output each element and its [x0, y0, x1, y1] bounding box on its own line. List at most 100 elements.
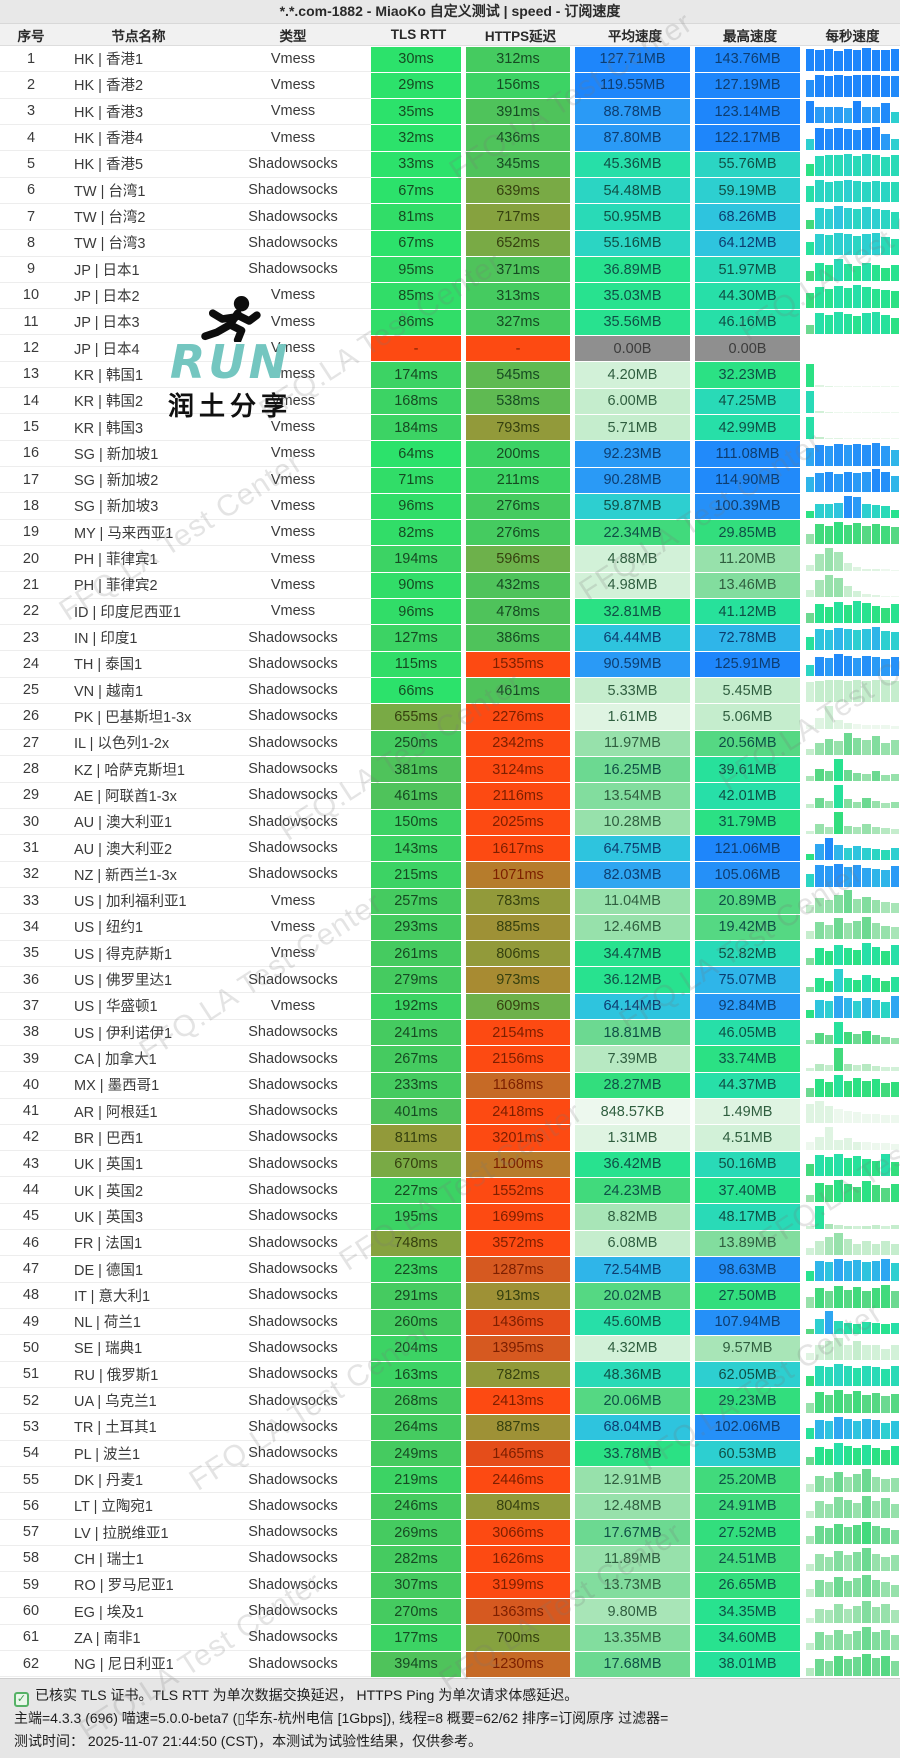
- https-latency-cell: 461ms: [466, 678, 570, 704]
- speed-bar: [815, 472, 824, 492]
- speed-bar: [843, 1138, 853, 1150]
- max-speed-cell: 125.91MB: [695, 651, 800, 677]
- node-name-cell: ID | 印度尼西亚1: [62, 599, 215, 625]
- avg-speed-cell: 45.60MB: [575, 1309, 690, 1335]
- speed-bar: [881, 1002, 890, 1019]
- table-row: 47 DE | 德国1 Shadowsocks 223ms 1287ms 72.54MB 9…: [0, 1256, 900, 1283]
- index-cell: 6: [0, 178, 62, 204]
- speed-bars-cell: [805, 652, 900, 677]
- speed-bar: [871, 74, 881, 98]
- speed-bar: [890, 182, 900, 203]
- tls-rtt-cell: 66ms: [371, 678, 461, 704]
- type-cell: Shadowsocks: [215, 1362, 371, 1388]
- tls-rtt-cell: 269ms: [371, 1520, 461, 1546]
- speed-bar: [806, 477, 815, 492]
- type-cell: Shadowsocks: [215, 1309, 371, 1336]
- speed-bar: [834, 180, 843, 203]
- avg-speed-cell: 8.82MB: [575, 1204, 690, 1230]
- speed-bar: [824, 1035, 834, 1045]
- speed-bars-cell: [805, 1125, 900, 1150]
- speed-bar: [824, 1156, 834, 1176]
- speed-bar: [824, 438, 834, 440]
- index-cell: 7: [0, 204, 62, 231]
- avg-speed-cell: 20.06MB: [575, 1388, 690, 1414]
- avg-speed-cell: 127.71MB: [575, 46, 690, 72]
- speed-bar: [853, 865, 862, 887]
- speed-bar: [824, 1395, 834, 1413]
- speed-bar: [834, 1364, 843, 1387]
- speed-bar: [834, 1523, 843, 1545]
- tls-rtt-cell: 150ms: [371, 809, 461, 835]
- max-speed-cell: 24.51MB: [695, 1546, 800, 1572]
- speed-bar: [815, 978, 824, 992]
- speed-bar: [834, 653, 843, 676]
- type-cell: Shadowsocks: [215, 1230, 371, 1257]
- speed-bar: [871, 1345, 881, 1361]
- avg-speed-cell: 36.12MB: [575, 967, 690, 993]
- speed-bar: [806, 390, 815, 413]
- index-cell: 37: [0, 993, 62, 1020]
- speed-bar: [881, 1368, 890, 1387]
- table-row: 57 LV | 拉脱维亚1 Shadowsocks 269ms 3066ms 17.67M…: [0, 1520, 900, 1546]
- speed-bar: [871, 568, 881, 571]
- speed-bar: [871, 1447, 881, 1466]
- max-speed-cell: 44.30MB: [695, 283, 800, 309]
- speed-bars-cell: [805, 546, 900, 571]
- speed-bar: [815, 263, 824, 282]
- speed-bar: [881, 1285, 890, 1308]
- avg-speed-cell: 12.46MB: [575, 914, 690, 941]
- table-row: 5 HK | 香港5 Shadowsocks 33ms 345ms 45.36MB 55.7…: [0, 151, 900, 178]
- speed-bar: [853, 522, 862, 545]
- speed-bar: [824, 445, 834, 466]
- https-latency-cell: 371ms: [466, 257, 570, 283]
- speed-bar: [824, 800, 834, 808]
- https-latency-cell: 2413ms: [466, 1388, 570, 1414]
- col-header-max-speed: 最高速度: [723, 28, 777, 44]
- speed-bar: [843, 1032, 853, 1045]
- https-latency-cell: 700ms: [466, 1625, 570, 1651]
- speed-bars-cell: [805, 99, 900, 124]
- node-name-cell: IT | 意大利1: [62, 1283, 215, 1309]
- https-latency-cell: 652ms: [466, 230, 570, 256]
- type-cell: Vmess: [215, 125, 371, 152]
- tls-rtt-cell: 64ms: [371, 441, 461, 467]
- avg-speed-cell: 7.39MB: [575, 1046, 690, 1072]
- speed-bar: [871, 1476, 881, 1492]
- table-row: 26 PK | 巴基斯坦1-3x Shadowsocks 655ms 2276ms 1.6…: [0, 704, 900, 731]
- speed-bar: [881, 525, 890, 545]
- speed-bar: [815, 1658, 824, 1676]
- speed-bar: [806, 1536, 815, 1545]
- speed-bar: [806, 1403, 815, 1413]
- speed-bar: [806, 448, 815, 466]
- type-cell: Shadowsocks: [215, 1177, 371, 1204]
- speed-bar: [815, 742, 824, 755]
- speed-bars-cell: [805, 415, 900, 440]
- speed-bar: [834, 1074, 843, 1097]
- index-cell: 20: [0, 546, 62, 573]
- https-latency-cell: 156ms: [466, 72, 570, 99]
- avg-speed-cell: 90.59MB: [575, 651, 690, 677]
- speed-bar: [806, 241, 815, 255]
- speed-bar: [843, 180, 853, 203]
- speed-bar: [853, 316, 862, 334]
- speed-bar: [806, 293, 815, 308]
- speed-bar: [834, 1337, 843, 1361]
- speed-bar: [853, 129, 862, 150]
- table-row: 61 ZA | 南非1 Shadowsocks 177ms 700ms 13.35MB 34…: [0, 1625, 900, 1652]
- https-latency-cell: 1395ms: [466, 1335, 570, 1362]
- speed-bar: [843, 1446, 853, 1466]
- type-cell: Shadowsocks: [215, 783, 371, 810]
- type-cell: Vmess: [215, 993, 371, 1020]
- speed-bar: [890, 1263, 900, 1282]
- speed-bar: [815, 107, 824, 124]
- table-row: 31 AU | 澳大利亚2 Shadowsocks 143ms 1617ms 64.75M…: [0, 835, 900, 862]
- tls-rtt-cell: -: [371, 335, 461, 362]
- avg-speed-cell: 55.16MB: [575, 230, 690, 256]
- max-speed-cell: 52.82MB: [695, 941, 800, 967]
- speed-bar: [824, 1224, 834, 1229]
- tls-rtt-cell: 90ms: [371, 572, 461, 599]
- avg-speed-cell: 119.55MB: [575, 72, 690, 99]
- table-row: 38 US | 伊利诺伊1 Shadowsocks 241ms 2154ms 18.81M…: [0, 1020, 900, 1046]
- speed-bar: [824, 235, 834, 255]
- speed-bar: [853, 438, 862, 440]
